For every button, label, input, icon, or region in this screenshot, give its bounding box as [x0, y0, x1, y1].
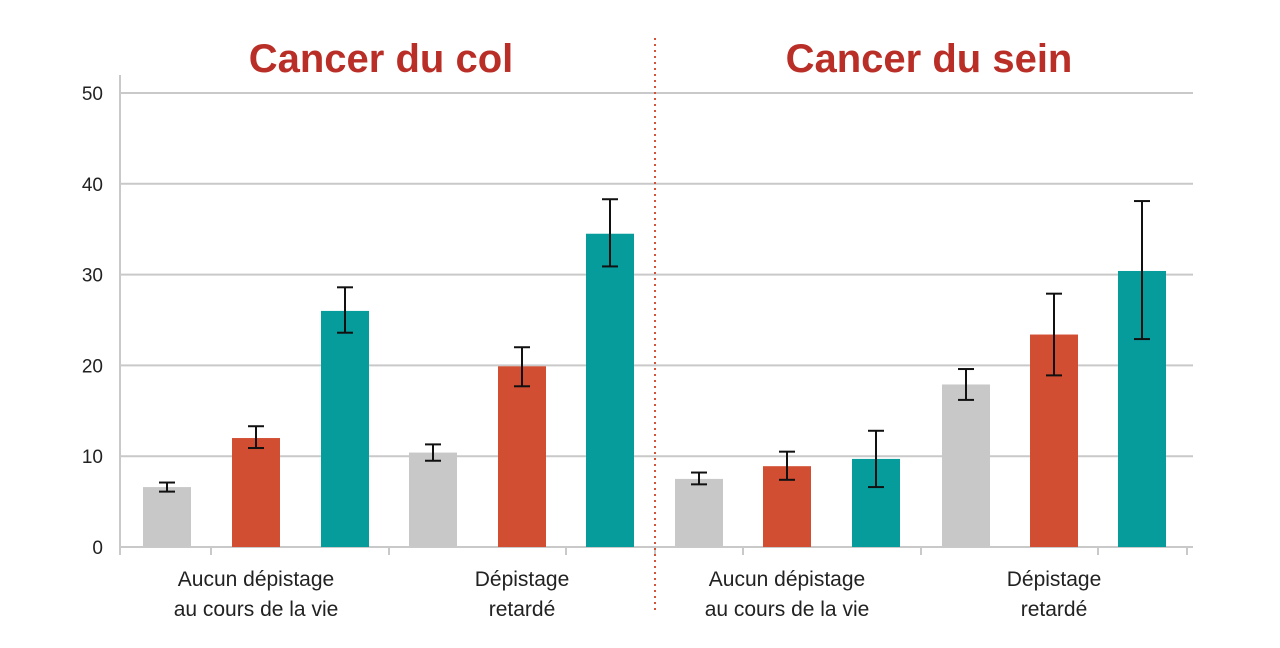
bar-0-0-teal — [321, 310, 369, 547]
category-label-0-0-line0: Aucun dépistage — [178, 568, 334, 591]
category-label-1-0-line1: au cours de la vie — [705, 598, 870, 621]
y-tick-label-0: 0 — [92, 538, 103, 559]
category-label-1-1-line0: Dépistage — [1007, 568, 1102, 591]
bar-0-0-grey — [143, 487, 191, 547]
category-label-1-1-line1: retardé — [1021, 598, 1088, 621]
category-label-0-1-line0: Dépistage — [475, 568, 570, 591]
y-tick-label-30: 30 — [82, 266, 103, 287]
bar-0-1-red — [498, 366, 546, 547]
y-tick-label-50: 50 — [82, 84, 103, 105]
bar-0-1-grey — [409, 452, 457, 547]
gridlines — [120, 92, 1193, 458]
bar-1-0-grey — [675, 478, 723, 547]
bar-1-1-grey — [942, 384, 990, 547]
panel-title-cervical: Cancer du col — [249, 37, 514, 81]
y-axis-tick-labels: 0 10 20 30 40 50 — [82, 84, 103, 559]
category-label-0-1-line1: retardé — [489, 598, 556, 621]
category-label-0-0-line1: au cours de la vie — [174, 598, 339, 621]
bar-0-0-red — [232, 438, 280, 547]
y-tick-label-20: 20 — [82, 356, 103, 377]
y-tick-label-40: 40 — [82, 175, 103, 196]
category-label-1-0-line0: Aucun dépistage — [709, 568, 865, 591]
panel-title-breast: Cancer du sein — [786, 37, 1073, 81]
error-bars — [159, 198, 1150, 493]
category-labels: Aucun dépistage au cours de la vie Dépista… — [174, 568, 1102, 621]
bar-0-1-teal — [586, 233, 634, 548]
y-tick-label-10: 10 — [82, 447, 103, 468]
